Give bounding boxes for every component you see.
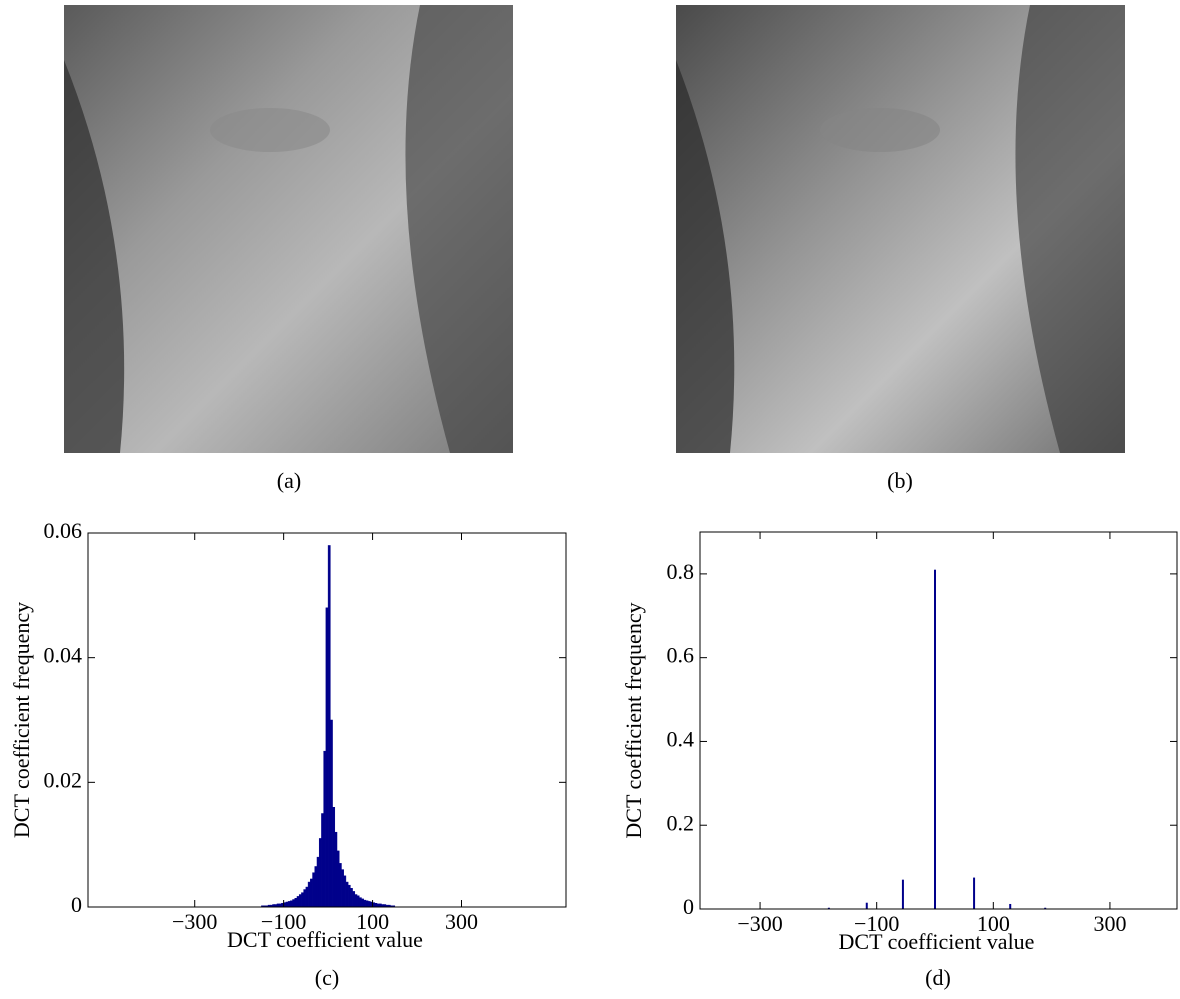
y-axis-label: DCT coefficient frequency — [621, 602, 646, 838]
histogram-bar — [310, 878, 313, 908]
y-tick-label: 0.04 — [44, 643, 83, 668]
histogram-bar — [361, 898, 364, 908]
histogram-bar — [325, 607, 329, 908]
x-axis-label: DCT coefficient value — [839, 929, 1035, 954]
histogram-bar — [356, 895, 360, 908]
y-tick-label: 0.4 — [667, 726, 695, 751]
histogram-bar — [374, 903, 378, 908]
photo-detail — [64, 60, 125, 453]
histogram-bar — [316, 856, 320, 908]
photo-detail — [820, 108, 940, 152]
histogram-bar — [321, 813, 324, 908]
caption: (c) — [315, 965, 339, 990]
histogram-bar — [327, 545, 331, 908]
histogram-bar — [307, 881, 311, 908]
histogram-bar — [292, 899, 296, 908]
histogram-bar — [367, 901, 371, 908]
x-tick-label: 100 — [356, 909, 389, 934]
bar — [934, 569, 937, 909]
caption: (a) — [277, 468, 301, 493]
histogram-bar — [330, 719, 333, 908]
histogram-bar — [354, 894, 358, 908]
histogram-bar — [345, 881, 349, 908]
histogram-bar — [365, 900, 369, 908]
bar — [827, 907, 830, 909]
histogram-bar — [290, 900, 293, 908]
y-tick-label: 0.6 — [667, 643, 695, 668]
caption: (b) — [887, 468, 913, 493]
histogram-bar — [338, 863, 342, 908]
histogram-bar — [305, 886, 309, 908]
histogram-bar — [336, 850, 340, 908]
histogram-bar — [343, 875, 347, 908]
y-axis-label: DCT coefficient frequency — [9, 602, 34, 838]
histogram-bar — [312, 872, 316, 908]
histogram-bar — [352, 891, 356, 908]
histogram-bar — [294, 898, 298, 908]
plot-frame — [699, 531, 1178, 910]
y-tick-label: 0.2 — [667, 810, 695, 835]
histogram-bar — [287, 901, 291, 908]
histogram-bar — [323, 750, 327, 908]
histogram-bar — [314, 866, 318, 908]
bar — [1044, 907, 1047, 909]
histogram-bar — [296, 896, 300, 908]
histogram-bar — [358, 897, 362, 908]
bar — [901, 879, 904, 909]
histogram-bar — [332, 807, 336, 908]
x-axis-label: DCT coefficient value — [227, 927, 423, 952]
bar — [1009, 903, 1012, 909]
histogram-bar — [341, 869, 344, 908]
plot-frame — [87, 532, 567, 908]
histogram-bar — [285, 901, 289, 908]
histogram-bar — [363, 899, 367, 908]
y-tick-label: 0 — [71, 892, 82, 917]
y-tick-label: 0.06 — [44, 518, 83, 543]
y-tick-label: 0 — [683, 894, 694, 919]
histogram-bar — [347, 884, 351, 908]
y-tick-label: 0.02 — [44, 767, 83, 792]
histogram-bar — [301, 892, 304, 908]
histogram-bar — [303, 889, 307, 908]
x-tick-label: −300 — [172, 909, 217, 934]
x-tick-label: −100 — [261, 909, 306, 934]
bar — [973, 877, 976, 909]
histogram-bar — [298, 894, 302, 908]
x-tick-label: −100 — [854, 911, 899, 936]
histogram-bar — [334, 831, 338, 908]
photo-detail — [1015, 5, 1125, 453]
x-tick-label: 100 — [977, 911, 1010, 936]
bar — [865, 902, 868, 909]
photo-detail — [210, 108, 330, 152]
x-tick-label: 300 — [445, 909, 478, 934]
caption: (d) — [925, 965, 951, 990]
histogram-bar — [318, 838, 322, 908]
histogram-bar — [350, 888, 353, 908]
photo-detail — [676, 60, 735, 453]
x-tick-label: 300 — [1093, 911, 1126, 936]
x-tick-label: −300 — [737, 911, 782, 936]
y-tick-label: 0.8 — [667, 559, 695, 584]
photo-detail — [405, 5, 513, 453]
